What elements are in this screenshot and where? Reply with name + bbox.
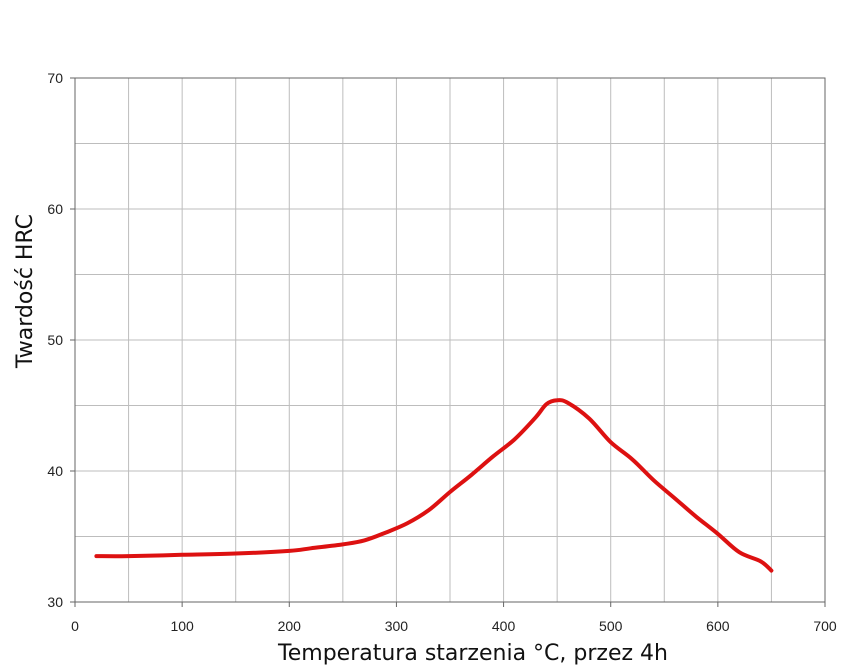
y-axis: 30 40 50 60 70 — [47, 70, 75, 610]
x-axis: 0 100 200 300 400 500 600 700 — [71, 602, 837, 634]
chart-grid — [75, 78, 825, 602]
x-tick-label: 600 — [706, 618, 730, 634]
y-tick-label: 70 — [47, 70, 63, 86]
x-tick-label: 400 — [492, 618, 516, 634]
x-tick-label: 700 — [813, 618, 837, 634]
y-tick-label: 30 — [47, 594, 63, 610]
hardness-series-line — [94, 398, 774, 573]
x-tick-label: 100 — [170, 618, 194, 634]
y-tick-label: 60 — [47, 201, 63, 217]
x-tick-label: 0 — [71, 618, 79, 634]
y-tick-label: 50 — [47, 332, 63, 348]
x-tick-label: 200 — [278, 618, 302, 634]
series-layer — [94, 398, 774, 573]
y-tick-label: 40 — [47, 463, 63, 479]
x-tick-label: 500 — [599, 618, 623, 634]
x-tick-label: 300 — [385, 618, 409, 634]
y-axis-title: Twardość HRC — [13, 214, 38, 369]
x-axis-title: Temperatura starzenia °C, przez 4h — [277, 641, 668, 666]
